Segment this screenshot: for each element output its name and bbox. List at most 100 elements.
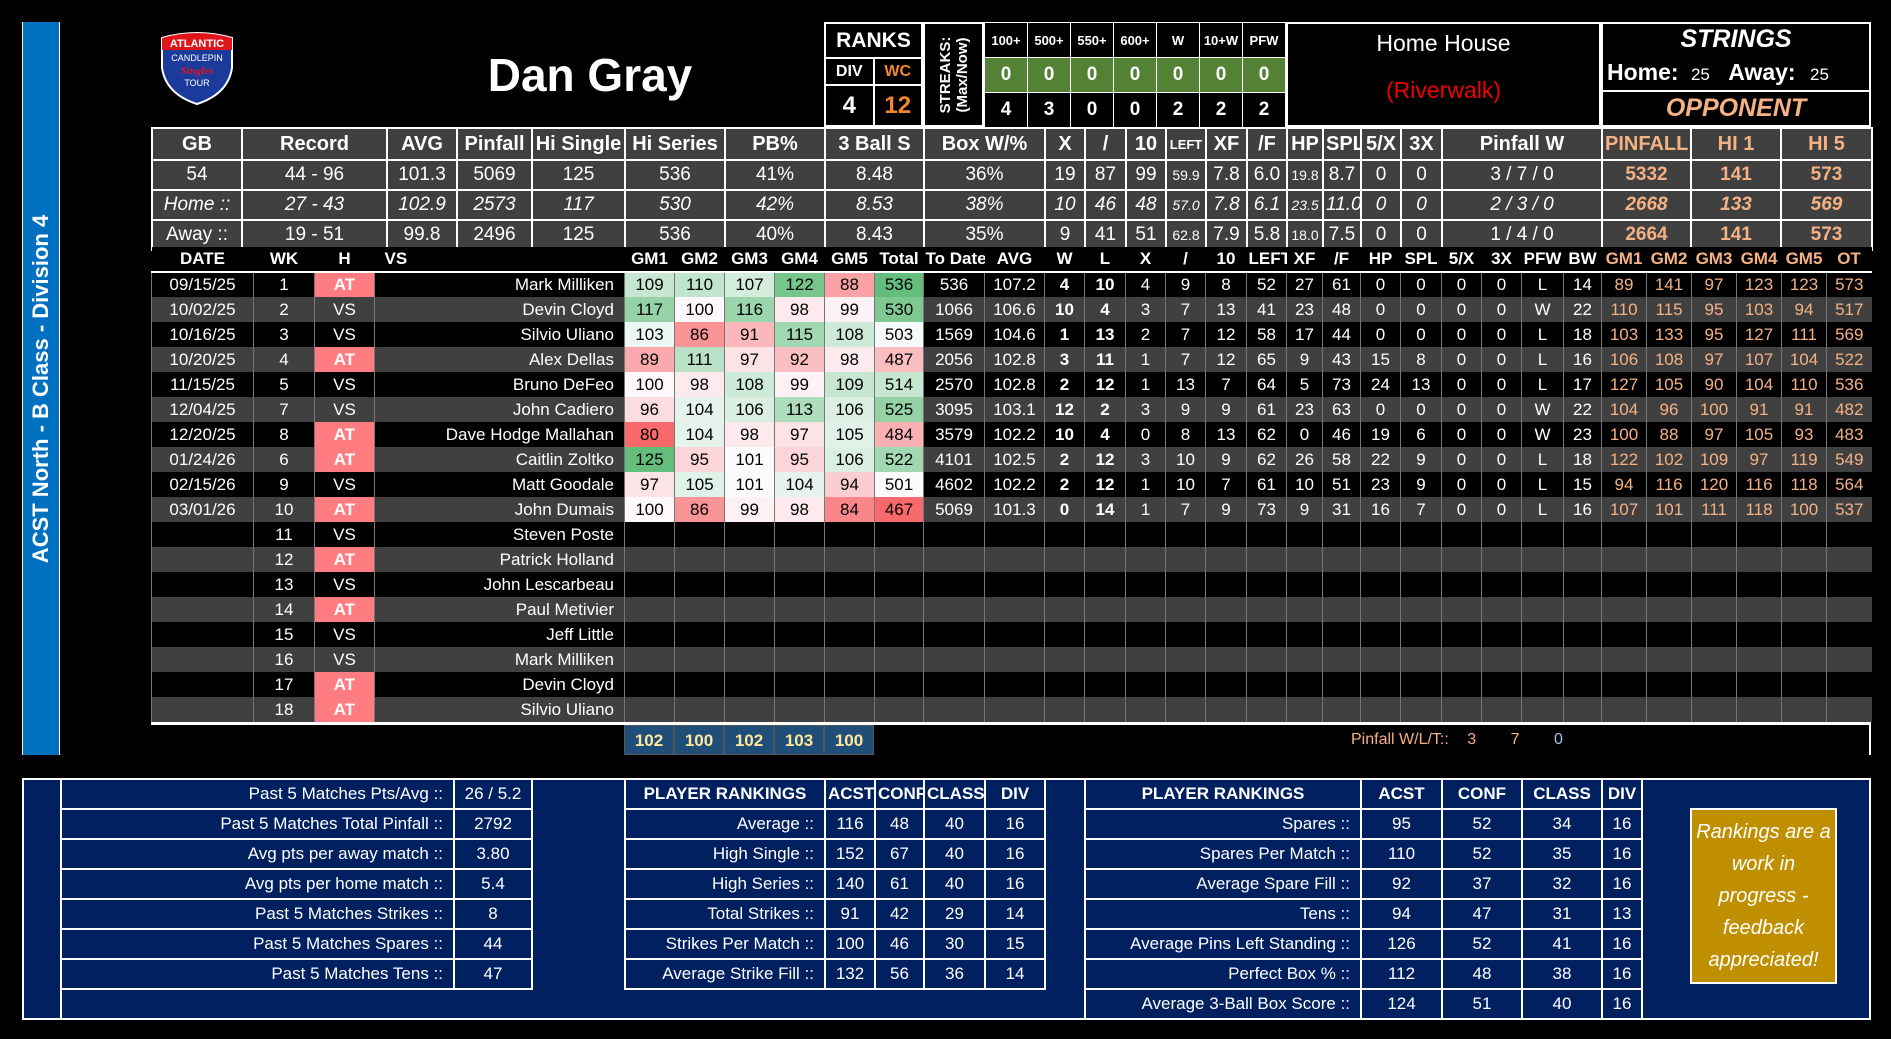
game-cell: 12 [1044,397,1085,422]
game-cell: 0 [1400,322,1442,347]
ranks-title: RANKS [824,22,923,59]
empty-cell [923,672,985,697]
game-average: 102 [724,725,774,755]
game-row: 14 AT Paul Metivier [151,597,1872,622]
game-cell: 96 [1646,397,1692,422]
rankings-value: 116 [824,808,876,840]
rankings-value: 16 [1601,838,1643,870]
empty-cell [1084,672,1126,697]
streak-header: W [1156,22,1200,58]
empty-cell [674,672,725,697]
empty-cell [874,572,924,597]
stats-cell: 7.8 [1205,159,1248,191]
rankings-row: Strikes Per Match :: 100 46 30 15 [624,928,1046,960]
game-cell: 3579 [923,422,985,447]
game-row: 17 AT Devin Cloyd [151,672,1872,697]
rankings-label: Average Pins Left Standing :: [1084,928,1362,960]
game-cell: 106 [1601,347,1647,372]
empty-cell [774,522,825,547]
empty-cell [774,672,825,697]
game-cell: 51 [1322,472,1361,497]
stats-header: Hi Single [531,127,626,161]
rankings-value: 52 [1441,838,1523,870]
empty-cell [1165,597,1206,622]
div-rank: 4 [824,84,875,127]
empty-cell [1322,697,1361,722]
game-cell: 100 [1781,497,1827,522]
game-cell: 89 [1601,272,1647,297]
stats-header: PINFALL [1601,127,1692,161]
empty-cell [724,547,775,572]
empty-cell [724,597,775,622]
empty-cell [1205,572,1247,597]
empty-cell [874,697,924,722]
stats-cell: 536 [624,159,726,191]
streak-current: 0 [1027,57,1071,93]
game-cell: 0 [1441,372,1482,397]
svg-text:CANDLEPIN: CANDLEPIN [171,53,223,63]
games-header: GM5 [824,247,875,273]
empty-cell [1044,672,1085,697]
game-cell: John Cadiero [374,397,625,422]
game-cell: 97 [1691,272,1737,297]
streak-current: 0 [1070,57,1114,93]
home-strings-label: Home: [1607,59,1679,85]
empty-cell [1441,672,1482,697]
game-cell: 7 [1400,497,1442,522]
rankings-value: 44 [453,928,533,960]
stats-cell: 125 [531,159,626,191]
game-cell: 22 [1563,397,1602,422]
empty-cell [1521,622,1564,647]
game-cell: 90 [1691,372,1737,397]
rankings-header: CONF [1441,778,1523,810]
empty-cell [1246,647,1287,672]
game-cell: 31 [1322,497,1361,522]
game-cell: 0 [1441,397,1482,422]
empty-cell [774,622,825,647]
stats-header: X [1044,127,1086,161]
game-cell: L [1521,272,1564,297]
game-cell: 1 [1125,497,1166,522]
game-cell: 522 [874,447,924,472]
game-cell: 61 [1246,397,1287,422]
home-away-badge: VS [314,522,375,547]
game-cell: Matt Goodale [374,472,625,497]
totals-row: 102 100 102 103 100 Pinfall W/L/T:: 3 7 0 [151,722,1871,755]
opponent-label: OPPONENT [1665,94,1807,122]
rankings-label: Avg pts per away match :: [60,838,455,870]
home-away-badge: VS [314,297,375,322]
game-row: 16 VS Mark Milliken [151,647,1872,672]
empty-cell [1736,522,1782,547]
empty-cell [1826,647,1872,672]
home-away-badge: VS [314,472,375,497]
empty-cell [1646,622,1692,647]
game-average: 100 [674,725,724,755]
rankings-header-row: PLAYER RANKINGS ACST CONF CLASS DIV [624,778,1046,810]
game-cell: 0 [1441,447,1482,472]
game-cell [151,697,254,722]
empty-cell [1322,572,1361,597]
stats-cell: 0 [1400,189,1443,221]
rankings-label: Average Spare Fill :: [1084,868,1362,900]
stats-cell: 18.0 [1286,219,1324,251]
rankings-row: Avg pts per away match :: 3.80 [60,838,533,870]
home-away-badge: VS [314,622,375,647]
game-cell: 0 [1481,372,1522,397]
game-cell: 4 [1084,297,1126,322]
stats-cell: 141 [1690,159,1782,191]
empty-cell [984,572,1045,597]
game-cell: 105 [1646,372,1692,397]
stats-header: 3 Ball S [824,127,925,161]
game-cell: 8 [1400,347,1442,372]
game-cell: Dave Hodge Mallahan [374,422,625,447]
rankings-header: PLAYER RANKINGS [1084,778,1362,810]
home-house-name: (Riverwalk) [1386,77,1501,103]
home-away-badge: AT [314,447,375,472]
rankings-value: 126 [1360,928,1443,960]
game-cell [151,622,254,647]
game-average: 103 [774,725,824,755]
game-row: 15 VS Jeff Little [151,622,1872,647]
empty-cell [1563,647,1602,672]
game-cell: 483 [1826,422,1872,447]
game-cell: 5 [1286,372,1323,397]
